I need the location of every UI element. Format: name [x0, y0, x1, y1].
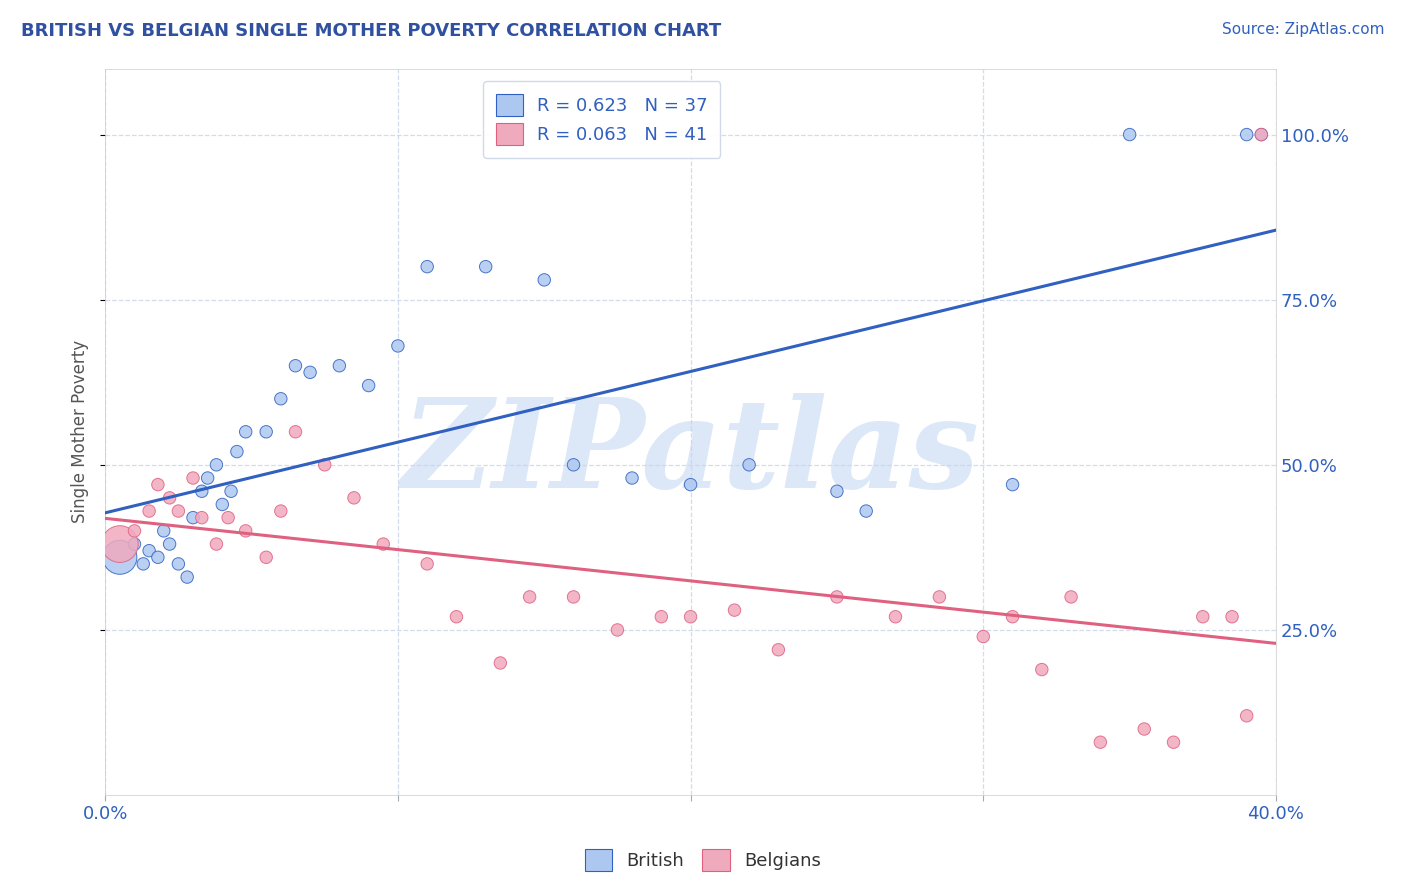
- Point: [191, 484, 214, 499]
- Point: [416, 260, 439, 274]
- Point: [416, 557, 439, 571]
- Point: [738, 458, 761, 472]
- Point: [108, 550, 131, 565]
- Point: [621, 471, 644, 485]
- Point: [167, 557, 190, 571]
- Point: [152, 524, 174, 538]
- Point: [972, 630, 994, 644]
- Point: [284, 425, 307, 439]
- Point: [146, 550, 169, 565]
- Point: [108, 537, 131, 551]
- Point: [328, 359, 350, 373]
- Point: [270, 392, 292, 406]
- Legend: British, Belgians: British, Belgians: [578, 842, 828, 879]
- Point: [235, 524, 257, 538]
- Point: [197, 471, 219, 485]
- Point: [723, 603, 745, 617]
- Text: Source: ZipAtlas.com: Source: ZipAtlas.com: [1222, 22, 1385, 37]
- Point: [562, 590, 585, 604]
- Point: [519, 590, 541, 604]
- Text: ZIPatlas: ZIPatlas: [402, 392, 980, 515]
- Point: [446, 609, 468, 624]
- Point: [1001, 609, 1024, 624]
- Point: [533, 273, 555, 287]
- Point: [235, 425, 257, 439]
- Point: [124, 537, 146, 551]
- Point: [1118, 128, 1140, 142]
- Point: [254, 425, 277, 439]
- Point: [1060, 590, 1083, 604]
- Point: [1220, 609, 1243, 624]
- Point: [606, 623, 628, 637]
- Point: [679, 477, 702, 491]
- Point: [124, 524, 146, 538]
- Point: [226, 444, 249, 458]
- Point: [1236, 128, 1258, 142]
- Point: [1163, 735, 1185, 749]
- Legend: R = 0.623   N = 37, R = 0.063   N = 41: R = 0.623 N = 37, R = 0.063 N = 41: [484, 81, 720, 158]
- Point: [1031, 663, 1053, 677]
- Point: [181, 471, 204, 485]
- Point: [314, 458, 336, 472]
- Point: [1191, 609, 1213, 624]
- Point: [1133, 722, 1156, 736]
- Point: [159, 491, 181, 505]
- Point: [284, 359, 307, 373]
- Point: [270, 504, 292, 518]
- Point: [146, 477, 169, 491]
- Point: [1250, 128, 1272, 142]
- Point: [1236, 708, 1258, 723]
- Text: BRITISH VS BELGIAN SINGLE MOTHER POVERTY CORRELATION CHART: BRITISH VS BELGIAN SINGLE MOTHER POVERTY…: [21, 22, 721, 40]
- Point: [768, 642, 790, 657]
- Point: [884, 609, 907, 624]
- Point: [217, 510, 239, 524]
- Point: [679, 609, 702, 624]
- Point: [167, 504, 190, 518]
- Point: [474, 260, 496, 274]
- Point: [299, 365, 322, 379]
- Point: [205, 458, 228, 472]
- Point: [357, 378, 380, 392]
- Point: [562, 458, 585, 472]
- Point: [159, 537, 181, 551]
- Point: [191, 510, 214, 524]
- Point: [1250, 128, 1272, 142]
- Point: [254, 550, 277, 565]
- Point: [132, 557, 155, 571]
- Point: [387, 339, 409, 353]
- Point: [343, 491, 366, 505]
- Point: [825, 590, 848, 604]
- Point: [205, 537, 228, 551]
- Point: [138, 504, 160, 518]
- Point: [176, 570, 198, 584]
- Point: [855, 504, 877, 518]
- Point: [211, 498, 233, 512]
- Point: [1001, 477, 1024, 491]
- Point: [138, 543, 160, 558]
- Point: [825, 484, 848, 499]
- Y-axis label: Single Mother Poverty: Single Mother Poverty: [72, 340, 89, 524]
- Point: [1090, 735, 1112, 749]
- Point: [489, 656, 512, 670]
- Point: [181, 510, 204, 524]
- Point: [650, 609, 672, 624]
- Point: [373, 537, 395, 551]
- Point: [219, 484, 242, 499]
- Point: [928, 590, 950, 604]
